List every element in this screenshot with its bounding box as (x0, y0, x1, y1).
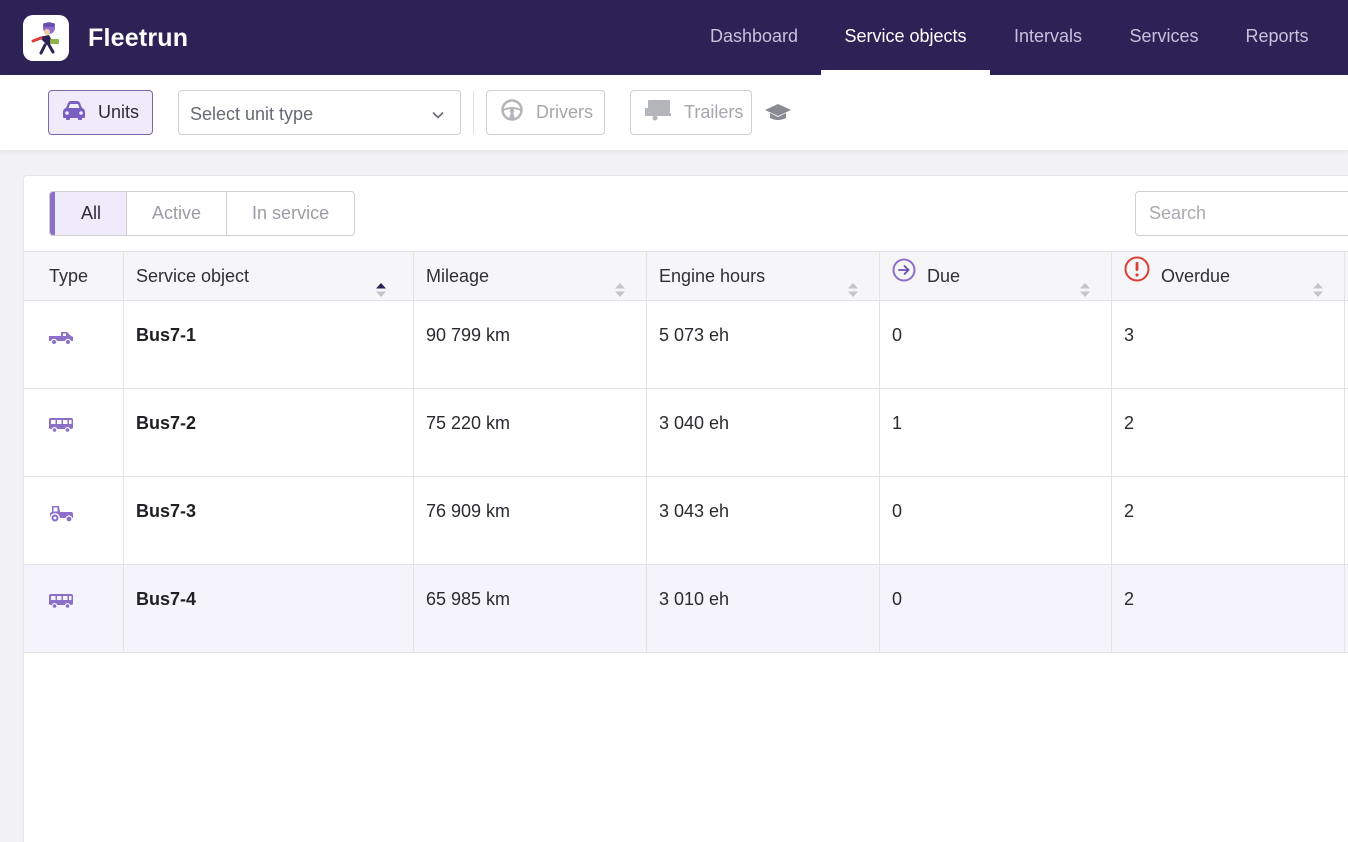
engine-hours-value: 3 043 eh (647, 477, 880, 564)
tractor-icon (24, 477, 124, 564)
drivers-button[interactable]: Drivers (486, 90, 605, 135)
status-filter-group: All Active In service (49, 191, 356, 236)
toolbar-divider (473, 91, 474, 134)
pickup-truck-icon (24, 301, 124, 388)
trailers-label: Trailers (684, 102, 744, 122)
search-input[interactable] (1135, 191, 1348, 236)
bus-icon (24, 389, 124, 476)
engine-hours-value: 3 010 eh (647, 565, 880, 652)
overdue-count: 3 (1112, 301, 1345, 388)
mileage-value: 90 799 km (414, 301, 647, 388)
app-title: Fleetrun (88, 24, 189, 52)
service-objects-card: All Active In service Type Service objec… (23, 175, 1348, 842)
service-object-name[interactable]: Bus7-3 (124, 477, 414, 564)
trailer-icon (644, 99, 672, 126)
sort-icon[interactable] (614, 268, 626, 316)
column-due[interactable]: Due (880, 252, 1112, 300)
overdue-count: 2 (1112, 565, 1345, 652)
column-mileage-label: Mileage (426, 266, 490, 286)
tab-services[interactable]: Services (1129, 26, 1199, 46)
due-arrow-circle-icon (892, 252, 916, 300)
table-row[interactable]: Bus7-1 90 799 km 5 073 eh 0 3 (24, 301, 1348, 389)
sort-ascending-icon[interactable] (375, 268, 387, 316)
service-object-name[interactable]: Bus7-4 (124, 565, 414, 652)
column-type-label: Type (49, 266, 89, 286)
overdue-count: 2 (1112, 477, 1345, 564)
unit-type-select[interactable]: Select unit type (178, 90, 461, 135)
chevron-down-icon (432, 107, 444, 125)
column-service-object[interactable]: Service object (124, 252, 414, 300)
overdue-count: 2 (1112, 389, 1345, 476)
due-count: 1 (880, 389, 1112, 476)
column-engine-hours[interactable]: Engine hours (647, 252, 880, 300)
mileage-value: 75 220 km (414, 389, 647, 476)
mileage-value: 76 909 km (414, 477, 647, 564)
column-type[interactable]: Type (24, 252, 124, 300)
sort-icon[interactable] (1312, 268, 1324, 316)
due-count: 0 (880, 477, 1112, 564)
table-row[interactable]: Bus7-2 75 220 km 3 040 eh 1 2 (24, 389, 1348, 477)
sort-icon[interactable] (847, 268, 859, 316)
service-object-name[interactable]: Bus7-2 (124, 389, 414, 476)
table-row[interactable]: Bus7-4 65 985 km 3 010 eh 0 2 (24, 565, 1348, 653)
column-mileage[interactable]: Mileage (414, 252, 647, 300)
overdue-exclamation-icon (1124, 252, 1150, 300)
service-object-name[interactable]: Bus7-1 (124, 301, 414, 388)
bus-icon (24, 565, 124, 652)
tab-intervals[interactable]: Intervals (1013, 26, 1083, 46)
drivers-label: Drivers (536, 102, 593, 122)
engine-hours-value: 5 073 eh (647, 301, 880, 388)
column-due-label: Due (927, 266, 961, 286)
filter-all[interactable]: All (50, 192, 128, 235)
table-row[interactable]: Bus7-3 76 909 km 3 043 eh 0 2 (24, 477, 1348, 565)
column-overdue-label: Overdue (1161, 266, 1231, 286)
engine-hours-value: 3 040 eh (647, 389, 880, 476)
top-bar: Fleetrun Dashboard Service objects Inter… (0, 0, 1348, 75)
unit-type-placeholder: Select unit type (190, 104, 314, 124)
trailers-button[interactable]: Trailers (630, 90, 752, 135)
mileage-value: 65 985 km (414, 565, 647, 652)
tab-service-objects[interactable]: Service objects (821, 0, 990, 75)
app-logo[interactable] (23, 15, 69, 61)
column-service-object-label: Service object (136, 266, 250, 286)
tab-reports[interactable]: Reports (1245, 26, 1309, 46)
tab-dashboard[interactable]: Dashboard (709, 26, 799, 46)
filter-active[interactable]: Active (127, 192, 228, 235)
units-button[interactable]: Units (48, 90, 153, 135)
column-engine-hours-label: Engine hours (659, 266, 766, 286)
due-count: 0 (880, 301, 1112, 388)
units-label: Units (98, 102, 140, 122)
car-icon (62, 100, 86, 125)
due-count: 0 (880, 565, 1112, 652)
column-overdue[interactable]: Overdue (1112, 252, 1345, 300)
table-header: Type Service object Mileage Engine hours (24, 251, 1348, 301)
sort-icon[interactable] (1079, 268, 1091, 316)
filter-in-service[interactable]: In service (227, 192, 355, 235)
toolbar: Units Select unit type Drivers (0, 75, 1348, 150)
steering-wheel-icon (500, 98, 524, 127)
graduation-cap-icon[interactable] (764, 103, 792, 126)
